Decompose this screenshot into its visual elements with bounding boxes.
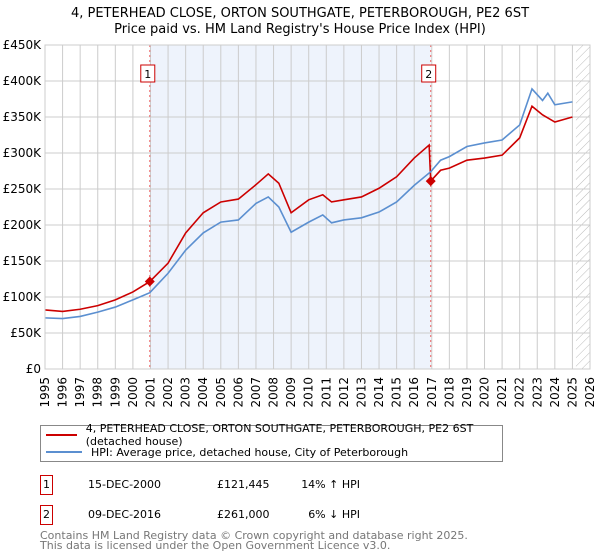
sale-marker-label: 2 bbox=[425, 68, 432, 81]
y-tick-label: £0 bbox=[26, 362, 41, 376]
x-tick-label: 2006 bbox=[231, 377, 245, 408]
y-tick-label: £150K bbox=[3, 254, 43, 268]
x-tick-label: 2026 bbox=[583, 377, 597, 408]
x-tick-label: 1995 bbox=[38, 377, 52, 408]
x-tick-label: 2012 bbox=[337, 377, 351, 408]
x-tick-label: 2024 bbox=[548, 377, 562, 408]
x-tick-label: 2010 bbox=[302, 377, 316, 408]
sale-price: £261,000 bbox=[217, 508, 270, 521]
sale-hpi-diff: 6% ↓ HPI bbox=[308, 508, 360, 521]
legend-label-property: 4, PETERHEAD CLOSE, ORTON SOUTHGATE, PET… bbox=[85, 422, 474, 448]
plot-frame bbox=[44, 44, 591, 370]
x-tick-label: 2015 bbox=[390, 377, 404, 408]
legend-item-property: 4, PETERHEAD CLOSE, ORTON SOUTHGATE, PET… bbox=[46, 422, 502, 448]
x-tick-label: 2014 bbox=[372, 377, 386, 408]
x-tick-label: 2018 bbox=[442, 377, 456, 408]
sale-number: 1 bbox=[40, 475, 53, 495]
y-tick-label: £50K bbox=[10, 326, 42, 340]
y-tick-label: £100K bbox=[3, 290, 43, 304]
footer-licence: This data is licensed under the Open Gov… bbox=[40, 539, 391, 552]
x-tick-label: 2000 bbox=[126, 377, 140, 408]
x-tick-label: 2007 bbox=[249, 377, 263, 408]
y-tick-label: £450K bbox=[3, 38, 43, 52]
sale-point bbox=[144, 276, 155, 287]
sale-point bbox=[425, 176, 436, 187]
sale-date: 15-DEC-2000 bbox=[88, 478, 162, 491]
x-tick-label: 2002 bbox=[161, 377, 175, 408]
x-tick-label: 2025 bbox=[565, 377, 579, 408]
sale-price: £121,445 bbox=[217, 478, 270, 491]
x-tick-label: 2005 bbox=[214, 377, 228, 408]
x-tick-label: 2001 bbox=[143, 377, 157, 408]
chart-title: 4, PETERHEAD CLOSE, ORTON SOUTHGATE, PET… bbox=[70, 6, 530, 21]
x-tick-label: 2017 bbox=[425, 377, 439, 408]
chart-subtitle: Price paid vs. HM Land Registry's House … bbox=[114, 22, 486, 37]
x-tick-label: 1999 bbox=[108, 377, 122, 408]
y-tick-label: £400K bbox=[3, 74, 43, 88]
legend-line-hpi bbox=[46, 451, 82, 453]
x-tick-label: 1996 bbox=[56, 377, 70, 408]
legend: 4, PETERHEAD CLOSE, ORTON SOUTHGATE, PET… bbox=[40, 422, 503, 462]
sale-hpi-diff: 14% ↑ HPI bbox=[301, 478, 360, 491]
x-tick-label: 2013 bbox=[354, 377, 368, 408]
sale-date: 09-DEC-2016 bbox=[88, 508, 162, 521]
x-tick-label: 1998 bbox=[91, 377, 105, 408]
x-tick-label: 2023 bbox=[530, 377, 544, 408]
x-tick-label: 2016 bbox=[407, 377, 421, 408]
y-tick-label: £200K bbox=[3, 218, 43, 232]
price-chart: £0 £50K £100K £150K £200K £250K £300K £350K £400… bbox=[3, 38, 597, 408]
x-tick-label: 2020 bbox=[478, 377, 492, 408]
legend-line-property bbox=[46, 434, 77, 436]
x-tick-label: 2021 bbox=[495, 377, 509, 408]
sale-marker-box bbox=[421, 64, 437, 83]
x-tick-label: 2009 bbox=[284, 377, 298, 408]
x-tick-label: 2022 bbox=[513, 377, 527, 408]
legend-label-hpi: HPI: Average price, detached house, City… bbox=[91, 445, 409, 459]
footer-copyright: Contains HM Land Registry data © Crown c… bbox=[40, 529, 468, 542]
sale-period-shade bbox=[149, 45, 431, 369]
sale-number: 2 bbox=[40, 505, 53, 525]
x-tick-label: 1997 bbox=[73, 377, 87, 408]
y-tick-label: £250K bbox=[3, 182, 43, 196]
x-tick-label: 2019 bbox=[460, 377, 474, 408]
y-tick-label: £300K bbox=[3, 146, 43, 160]
series-line-hpi bbox=[44, 87, 573, 320]
x-tick-label: 2003 bbox=[179, 377, 193, 408]
x-tick-label: 2011 bbox=[319, 377, 333, 408]
x-tick-label: 2004 bbox=[196, 377, 210, 408]
forecast-hatch bbox=[575, 45, 590, 369]
sale-marker-label: 1 bbox=[144, 68, 151, 81]
x-tick-label: 2008 bbox=[267, 377, 281, 408]
legend-item-hpi: HPI: Average price, detached house, City… bbox=[46, 444, 408, 460]
sale-marker-box bbox=[140, 64, 156, 83]
y-tick-label: £350K bbox=[3, 110, 43, 124]
